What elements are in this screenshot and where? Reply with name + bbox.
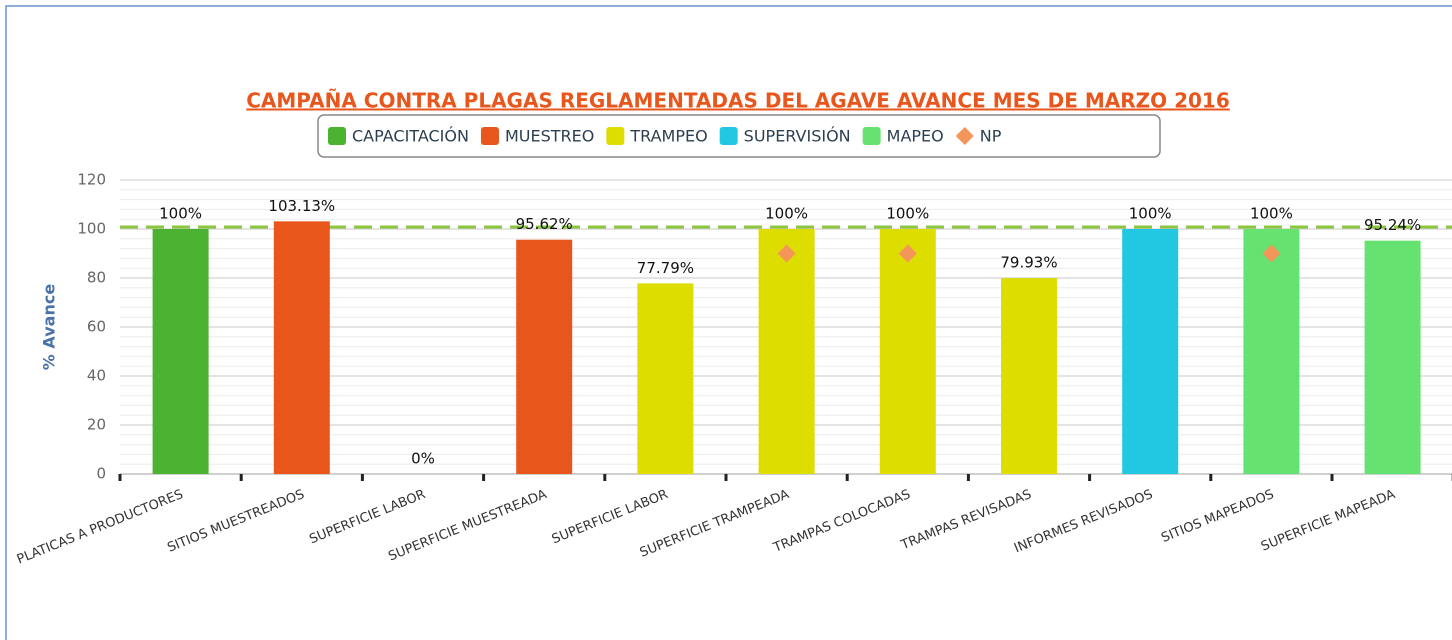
data-label: 100% [159, 205, 202, 223]
legend-swatch [606, 127, 625, 145]
x-tick-label: SUPERFICIE LABOR [550, 487, 670, 547]
data-label: 77.79% [637, 259, 694, 277]
bar [1001, 278, 1057, 474]
legend-label: NP [980, 127, 1002, 146]
bar [152, 229, 209, 474]
data-label: 95.24% [1364, 216, 1421, 234]
legend-box [317, 114, 1161, 158]
bar [273, 221, 330, 474]
data-label: 100% [765, 205, 808, 223]
y-axis-label: % Avance [40, 284, 59, 371]
legend-swatch [480, 127, 499, 145]
bar [1243, 229, 1300, 474]
bar [1364, 240, 1421, 474]
legend-label: SUPERVISIÓN [744, 127, 851, 146]
data-label: 0% [411, 450, 435, 468]
bar [758, 229, 815, 474]
y-tick-label: 0 [96, 465, 106, 483]
data-label: 100% [1129, 205, 1172, 223]
bar [637, 283, 694, 474]
y-tick-label: 20 [87, 416, 106, 434]
x-tick-label: SITIOS MAPEADOS [1159, 487, 1276, 546]
x-tick-label: PLATICAS A PRODUCTORES [15, 487, 185, 568]
y-tick-label: 40 [87, 367, 106, 385]
bar [879, 229, 936, 474]
y-tick-label: 60 [87, 318, 106, 336]
data-label: 79.93% [1000, 254, 1057, 272]
data-label: 100% [886, 205, 929, 223]
legend-label: CAPACITACIÓN [352, 127, 469, 146]
legend-swatch [328, 127, 346, 145]
y-tick-label: 120 [77, 171, 106, 189]
x-tick-label: INFORMES REVISADOS [1012, 487, 1155, 556]
frame [5, 5, 1452, 640]
bar [1122, 229, 1179, 474]
data-label: 100% [1250, 205, 1293, 223]
data-label: 95.62% [516, 215, 573, 233]
y-tick-label: 100 [77, 220, 106, 238]
legend-label: MAPEO [887, 127, 944, 146]
np-marker [777, 244, 796, 263]
legend-swatch [719, 127, 738, 145]
x-tick-label: SITIOS MUESTREADOS [165, 487, 306, 556]
x-tick-label: SUPERFICIE MAPEADA [1259, 487, 1397, 555]
bar [516, 239, 573, 474]
x-tick-label: TRAMPAS COLOCADAS [771, 487, 913, 556]
legend-swatch [955, 127, 974, 145]
np-marker [898, 244, 917, 263]
chart-title: CAMPAÑA CONTRA PLAGAS REGLAMENTADAS DEL … [246, 89, 1230, 113]
np-marker [1262, 244, 1281, 263]
x-tick-label: SUPERFICIE LABOR [307, 487, 427, 547]
data-label: 103.13% [268, 197, 335, 215]
legend-swatch [862, 127, 881, 145]
legend-label: TRAMPEO [629, 127, 707, 146]
y-tick-label: 80 [87, 269, 106, 287]
legend-label: MUESTREO [505, 127, 594, 146]
